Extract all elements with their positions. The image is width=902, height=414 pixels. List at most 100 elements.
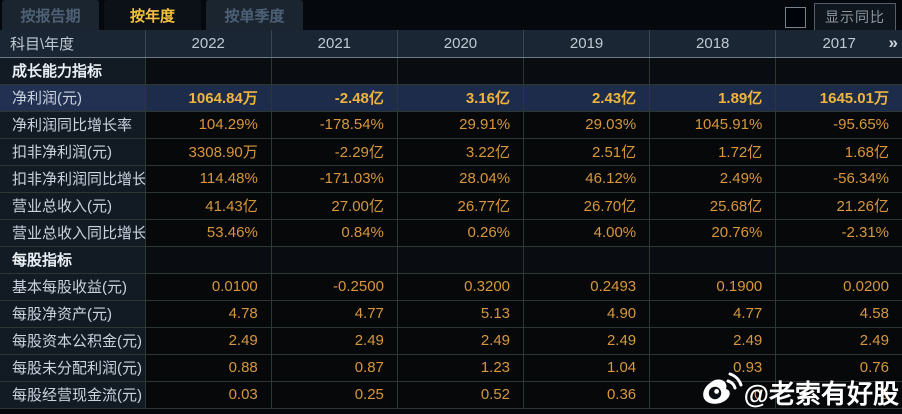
cell-value: 1645.01万: [775, 84, 902, 112]
cell-value: -171.03%: [270, 165, 398, 193]
cell-value: 0.84%: [270, 219, 398, 247]
table-row: 净利润同比增长率 104.29% -178.54% 29.91% 29.03% 1045.…: [0, 111, 902, 139]
cell-value: 53.46%: [144, 219, 272, 247]
cell-value: 29.03%: [523, 111, 651, 139]
cell-value: 29.91%: [396, 111, 525, 139]
cell-value: 2.49: [144, 327, 272, 355]
corner-header: 科目\年度: [0, 30, 146, 58]
cell-value: 4.78: [144, 300, 272, 328]
cell-value: 0.0200: [775, 273, 902, 301]
table-row: 营业总收入(元) 41.43亿 27.00亿 26.77亿 26.70亿 25.68亿 21…: [0, 192, 902, 220]
table-row: 每股资本公积金(元) 2.49 2.49 2.49 2.49 2.49 2.49: [0, 327, 902, 355]
cell-value: 1064.84万: [144, 84, 272, 112]
table-row: 每股经营现金流(元) 0.03 0.25 0.52 0.36 0 9: [0, 381, 902, 409]
cell-value: 0.2493: [523, 273, 651, 301]
tab-by-single-quarter[interactable]: 按单季度: [206, 0, 303, 30]
cell-value: 114.48%: [144, 165, 272, 193]
tab-by-report-period[interactable]: 按报告期: [2, 0, 99, 30]
cell-value: 20.76%: [649, 219, 777, 247]
table-row: 扣非净利润(元) 3308.90万 -2.29亿 3.22亿 2.51亿 1.72亿 1.6…: [0, 138, 902, 166]
cell-value: [523, 57, 651, 85]
cell-value: -2.48亿: [270, 84, 398, 112]
year-header-row: 科目\年度 2022 2021 2020 2019 2018 2017»: [0, 30, 902, 58]
cell-value: 104.29%: [144, 111, 272, 139]
row-label: 扣非净利润(元): [0, 138, 146, 166]
cell-value: 0.3200: [396, 273, 525, 301]
cell-value: 0.93: [649, 354, 777, 382]
cell-value: 4.58: [775, 300, 902, 328]
table-row: 净利润(元) 1064.84万 -2.48亿 3.16亿 2.43亿 1.89亿 1645.…: [0, 84, 902, 112]
cell-value: -2.29亿: [270, 138, 398, 166]
table-row: 每股未分配利润(元) 0.88 0.87 1.23 1.04 0.93 0.76: [0, 354, 902, 382]
table-row: 每股净资产(元) 4.78 4.77 5.13 4.90 4.77 4.58: [0, 300, 902, 328]
cell-value: 1.68亿: [775, 138, 902, 166]
cell-value: [775, 57, 902, 85]
cell-value: [144, 246, 272, 274]
row-label: 营业总收入同比增长率: [0, 219, 146, 247]
cell-value: 4.77: [649, 300, 777, 328]
cell-value: 2.49: [270, 327, 398, 355]
section-row: 成长能力指标: [0, 57, 902, 85]
table-row: 扣非净利润同比增长率114.48%-171.03%28.04%46.12%2.4…: [0, 165, 902, 193]
cell-value: 0.1900: [649, 273, 777, 301]
cell-value: 1.04: [523, 354, 651, 382]
table-body: 成长能力指标 净利润(元) 1064.84万 -2.48亿 3.16亿 2.43亿 1.89…: [0, 57, 902, 409]
cell-value: -95.65%: [775, 111, 902, 139]
cell-value: [775, 246, 902, 274]
cell-value: 26.70亿: [523, 192, 651, 220]
cell-value: 0.76: [775, 354, 902, 382]
next-columns-icon[interactable]: »: [888, 33, 899, 53]
row-label: 营业总收入(元): [0, 192, 146, 220]
cell-value: 0.0100: [144, 273, 272, 301]
cell-value: 9: [775, 381, 902, 409]
cell-value: 27.00亿: [270, 192, 398, 220]
row-label: 每股经营现金流(元): [0, 381, 146, 409]
year-header-2020: 2020: [396, 30, 524, 58]
show-yoy-checkbox[interactable]: [785, 6, 806, 28]
cell-value: -0.2500: [270, 273, 398, 301]
cell-value: 2.51亿: [523, 138, 651, 166]
row-label: 扣非净利润同比增长率: [0, 165, 146, 193]
cell-value: 28.04%: [396, 165, 525, 193]
cell-value: 4.77: [270, 300, 398, 328]
section-row: 每股指标: [0, 246, 902, 274]
cell-value: 5.13: [396, 300, 525, 328]
cell-value: 0.26%: [396, 219, 525, 247]
cell-value: 0.52: [396, 381, 525, 409]
cell-value: [270, 57, 398, 85]
cell-value: 3308.90万: [144, 138, 272, 166]
tab-by-year[interactable]: 按年度: [104, 0, 201, 30]
year-header-2019: 2019: [523, 30, 650, 58]
cell-value: 1.23: [396, 354, 525, 382]
cell-value: -2.31%: [775, 219, 902, 247]
period-tab-bar: 按报告期 按年度 按单季度 显示同比: [0, 0, 902, 31]
cell-value: 41.43亿: [144, 192, 272, 220]
cell-value: 46.12%: [523, 165, 651, 193]
watermark: @老索有好股: [701, 372, 899, 413]
cell-value: 0.25: [270, 381, 398, 409]
cell-value: 3.22亿: [396, 138, 525, 166]
cell-value: [649, 57, 777, 85]
cell-value: 1.72亿: [649, 138, 777, 166]
watermark-handle: @老索有好股: [743, 379, 899, 409]
row-label: 每股指标: [0, 246, 146, 274]
row-label: 每股净资产(元): [0, 300, 146, 328]
table-row: 营业总收入同比增长率53.46%0.84%0.26%4.00%20.76%-2.…: [0, 219, 902, 247]
cell-value: [396, 57, 525, 85]
show-yoy-label[interactable]: 显示同比: [814, 3, 896, 31]
cell-value: 25.68亿: [649, 192, 777, 220]
cell-value: -56.34%: [775, 165, 902, 193]
cell-value: 2.49: [775, 327, 902, 355]
cell-value: 4.90: [523, 300, 651, 328]
cell-value: [649, 246, 777, 274]
cell-value: [270, 246, 398, 274]
cell-value: 26.77亿: [396, 192, 525, 220]
row-label: 每股未分配利润(元): [0, 354, 146, 382]
cell-value: 2.49%: [649, 165, 777, 193]
year-header-2018: 2018: [649, 30, 776, 58]
row-label: 基本每股收益(元): [0, 273, 146, 301]
table-row: 基本每股收益(元) 0.0100 -0.2500 0.3200 0.2493 0.1900…: [0, 273, 902, 301]
cell-value: 4.00%: [523, 219, 651, 247]
weibo-icon: [701, 372, 744, 413]
row-label: 净利润同比增长率: [0, 111, 146, 139]
